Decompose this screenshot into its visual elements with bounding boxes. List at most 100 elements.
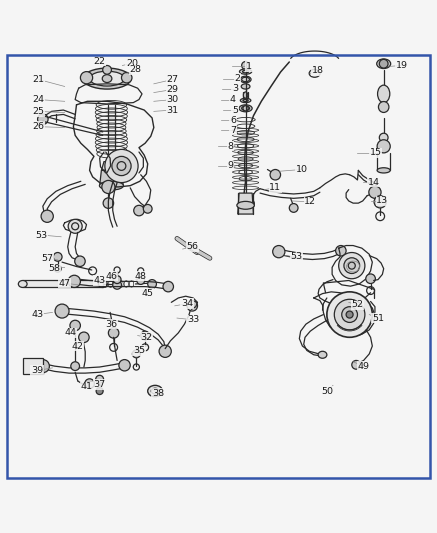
Ellipse shape (102, 75, 112, 83)
Text: 39: 39 (31, 366, 43, 375)
Ellipse shape (18, 280, 27, 287)
Circle shape (68, 275, 80, 287)
Circle shape (369, 186, 381, 198)
Text: 10: 10 (295, 165, 308, 174)
Ellipse shape (148, 385, 163, 397)
Text: 50: 50 (322, 386, 334, 395)
Polygon shape (101, 161, 121, 171)
Text: 35: 35 (133, 346, 145, 355)
Text: 32: 32 (140, 333, 153, 342)
Circle shape (374, 196, 386, 208)
Ellipse shape (83, 68, 131, 89)
Text: 45: 45 (142, 289, 154, 298)
Text: 4: 4 (230, 95, 236, 104)
Text: 2: 2 (234, 74, 240, 83)
Text: 43: 43 (94, 276, 106, 285)
Text: 53: 53 (290, 253, 302, 261)
Ellipse shape (243, 99, 248, 101)
Circle shape (327, 292, 372, 337)
Ellipse shape (318, 351, 327, 358)
Text: 9: 9 (227, 161, 233, 171)
Circle shape (121, 72, 132, 83)
Circle shape (243, 106, 248, 111)
Circle shape (352, 360, 361, 369)
Circle shape (53, 253, 62, 261)
Circle shape (117, 161, 126, 171)
Text: 53: 53 (35, 231, 48, 239)
Text: 27: 27 (166, 75, 179, 84)
Ellipse shape (98, 280, 107, 287)
Circle shape (148, 280, 156, 288)
Text: 11: 11 (269, 183, 281, 192)
Circle shape (273, 246, 285, 258)
Circle shape (68, 219, 82, 233)
Circle shape (246, 199, 254, 208)
Text: 49: 49 (357, 361, 370, 370)
Text: 18: 18 (312, 66, 324, 75)
Circle shape (108, 328, 119, 338)
Circle shape (334, 299, 365, 330)
Text: 21: 21 (32, 75, 45, 84)
Circle shape (103, 198, 114, 208)
Circle shape (143, 205, 152, 213)
Circle shape (55, 304, 69, 318)
Text: 24: 24 (32, 95, 45, 104)
Circle shape (289, 204, 298, 212)
Ellipse shape (151, 388, 159, 394)
Text: 13: 13 (376, 197, 388, 205)
Polygon shape (100, 171, 123, 185)
Text: 19: 19 (396, 61, 408, 70)
Text: 30: 30 (166, 95, 179, 104)
Text: 29: 29 (166, 85, 179, 94)
Circle shape (38, 114, 48, 125)
Ellipse shape (377, 140, 390, 153)
Circle shape (163, 281, 173, 292)
Circle shape (41, 210, 53, 222)
Ellipse shape (243, 92, 248, 99)
Text: 31: 31 (166, 106, 179, 115)
Text: 36: 36 (105, 320, 118, 329)
Ellipse shape (379, 133, 388, 142)
Text: 15: 15 (370, 148, 382, 157)
Circle shape (159, 345, 171, 358)
Circle shape (102, 180, 115, 193)
Ellipse shape (90, 71, 125, 86)
Text: 41: 41 (80, 382, 93, 391)
Text: 34: 34 (181, 299, 193, 308)
Polygon shape (23, 358, 43, 374)
Circle shape (379, 59, 388, 68)
Text: 1: 1 (246, 62, 252, 71)
Polygon shape (238, 193, 253, 214)
Circle shape (339, 253, 365, 279)
Text: 47: 47 (59, 279, 71, 288)
Ellipse shape (377, 168, 390, 173)
Text: 42: 42 (72, 342, 84, 351)
Text: 43: 43 (31, 310, 43, 319)
Circle shape (119, 360, 130, 371)
Circle shape (366, 274, 375, 284)
Ellipse shape (239, 69, 252, 74)
Circle shape (112, 156, 131, 175)
Circle shape (75, 256, 85, 266)
Text: 38: 38 (152, 389, 164, 398)
Ellipse shape (378, 85, 390, 103)
Circle shape (85, 379, 94, 389)
Circle shape (113, 276, 121, 284)
Text: 12: 12 (304, 197, 316, 206)
Circle shape (141, 331, 149, 340)
Text: 58: 58 (49, 264, 61, 273)
Polygon shape (23, 280, 103, 287)
Ellipse shape (309, 69, 320, 77)
Circle shape (344, 258, 360, 273)
Circle shape (187, 301, 198, 311)
Circle shape (79, 332, 89, 343)
Text: 37: 37 (94, 380, 106, 389)
Text: 46: 46 (105, 272, 118, 280)
Ellipse shape (240, 76, 251, 83)
Ellipse shape (239, 105, 252, 112)
Text: 52: 52 (351, 301, 364, 310)
Circle shape (96, 375, 104, 383)
Text: 3: 3 (232, 84, 238, 93)
Circle shape (105, 149, 138, 183)
Ellipse shape (377, 59, 391, 69)
